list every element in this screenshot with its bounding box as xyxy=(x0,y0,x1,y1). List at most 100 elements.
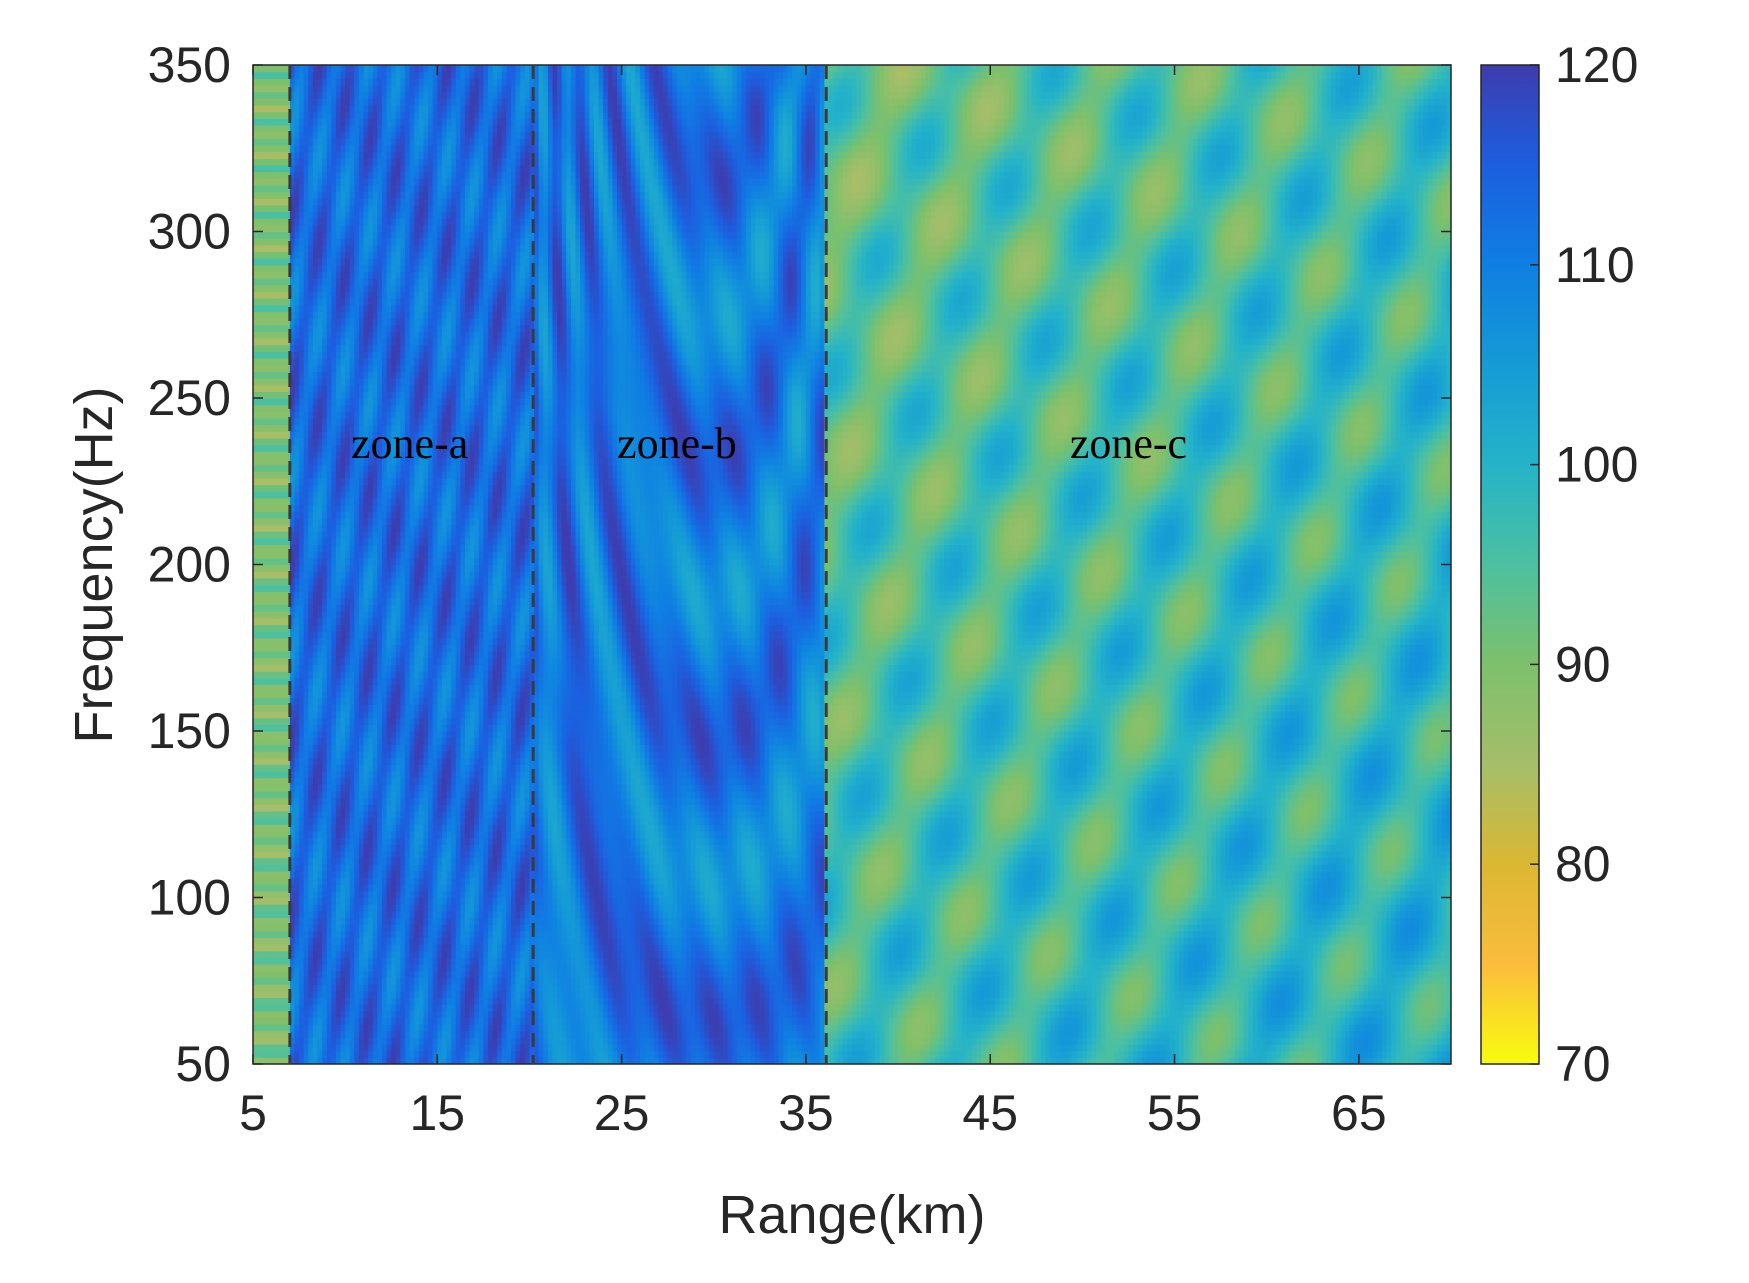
heatmap-cell xyxy=(318,425,323,432)
heatmap-cell xyxy=(299,431,304,438)
heatmap-cell xyxy=(308,431,313,438)
heatmap-cell xyxy=(276,558,281,565)
heatmap-cell xyxy=(294,291,299,298)
heatmap-cell xyxy=(313,491,318,498)
heatmap-cell xyxy=(308,778,313,785)
heatmap-cell xyxy=(336,205,341,212)
heatmap-cell xyxy=(290,584,295,591)
heatmap-cell xyxy=(322,624,327,631)
heatmap-cell xyxy=(304,232,309,239)
heatmap-cell xyxy=(299,245,304,252)
heatmap-cell xyxy=(313,851,318,858)
heatmap-cell xyxy=(322,165,327,172)
heatmap-cell xyxy=(336,771,341,778)
heatmap-cell xyxy=(336,1004,341,1011)
heatmap-cell xyxy=(253,1051,258,1058)
heatmap-cell xyxy=(313,451,318,458)
heatmap-cell xyxy=(258,811,263,818)
heatmap-cell xyxy=(322,751,327,758)
heatmap-cell xyxy=(313,791,318,798)
heatmap-cell xyxy=(331,931,336,938)
heatmap-cell xyxy=(327,684,332,691)
heatmap-cell xyxy=(313,691,318,698)
heatmap-cell xyxy=(299,338,304,345)
heatmap-cell xyxy=(331,251,336,258)
heatmap-cell xyxy=(253,85,258,92)
heatmap-cell xyxy=(318,997,323,1004)
heatmap-cell xyxy=(336,904,341,911)
heatmap-cell xyxy=(267,238,272,245)
heatmap-cell xyxy=(276,1004,281,1011)
heatmap-cell xyxy=(308,698,313,705)
heatmap-cell xyxy=(253,258,258,265)
heatmap-cell xyxy=(318,391,323,398)
heatmap-cell xyxy=(308,964,313,971)
heatmap-cell xyxy=(318,258,323,265)
heatmap-cell xyxy=(276,358,281,365)
heatmap-cell xyxy=(304,624,309,631)
heatmap-cell xyxy=(308,385,313,392)
heatmap-cell xyxy=(294,731,299,738)
heatmap-cell xyxy=(281,1004,286,1011)
heatmap-cell xyxy=(271,704,276,711)
heatmap-cell xyxy=(322,365,327,372)
heatmap-cell xyxy=(294,604,299,611)
heatmap-cell xyxy=(262,465,267,472)
heatmap-cell xyxy=(294,611,299,618)
heatmap-cell xyxy=(299,891,304,898)
heatmap-cell xyxy=(267,265,272,272)
heatmap-cell xyxy=(267,651,272,658)
heatmap-cell xyxy=(336,678,341,685)
heatmap-cell xyxy=(258,451,263,458)
heatmap-cell xyxy=(276,804,281,811)
heatmap-cell xyxy=(253,545,258,552)
heatmap-cell xyxy=(253,651,258,658)
heatmap-cell xyxy=(262,271,267,278)
heatmap-cell xyxy=(281,251,286,258)
heatmap-cell xyxy=(262,132,267,139)
heatmap-cell xyxy=(322,545,327,552)
heatmap-cell xyxy=(299,525,304,532)
heatmap-cell xyxy=(262,924,267,931)
heatmap-cell xyxy=(322,345,327,352)
heatmap-cell xyxy=(281,611,286,618)
heatmap-cell xyxy=(336,1037,341,1044)
heatmap-cell xyxy=(253,278,258,285)
heatmap-cell xyxy=(271,72,276,79)
heatmap-cell xyxy=(258,917,263,924)
heatmap-cell xyxy=(313,218,318,225)
heatmap-cell xyxy=(281,165,286,172)
heatmap-cell xyxy=(327,944,332,951)
heatmap-cell xyxy=(327,318,332,325)
heatmap-cell xyxy=(294,478,299,485)
heatmap-cell xyxy=(253,971,258,978)
heatmap-cell xyxy=(262,491,267,498)
heatmap-cell xyxy=(331,964,336,971)
heatmap-cell xyxy=(267,971,272,978)
heatmap-cell xyxy=(308,311,313,318)
heatmap-cell xyxy=(313,291,318,298)
heatmap-cell xyxy=(262,1037,267,1044)
heatmap-cell xyxy=(322,871,327,878)
heatmap-cell xyxy=(318,378,323,385)
heatmap-cell xyxy=(271,172,276,179)
heatmap-cell xyxy=(276,318,281,325)
heatmap-cell xyxy=(304,491,309,498)
heatmap-cell xyxy=(294,771,299,778)
heatmap-cell xyxy=(308,98,313,105)
heatmap-cell xyxy=(271,964,276,971)
heatmap-cell xyxy=(271,232,276,239)
heatmap-cell xyxy=(253,212,258,219)
heatmap-cell xyxy=(308,291,313,298)
heatmap-cell xyxy=(308,584,313,591)
heatmap-cell xyxy=(322,285,327,292)
heatmap-cell xyxy=(262,511,267,518)
heatmap-cell xyxy=(313,704,318,711)
heatmap-cell xyxy=(308,898,313,905)
heatmap-cell xyxy=(271,438,276,445)
heatmap-cell xyxy=(299,791,304,798)
heatmap-cell xyxy=(304,251,309,258)
heatmap-cell xyxy=(299,98,304,105)
heatmap-cell xyxy=(253,345,258,352)
heatmap-cell xyxy=(267,818,272,825)
